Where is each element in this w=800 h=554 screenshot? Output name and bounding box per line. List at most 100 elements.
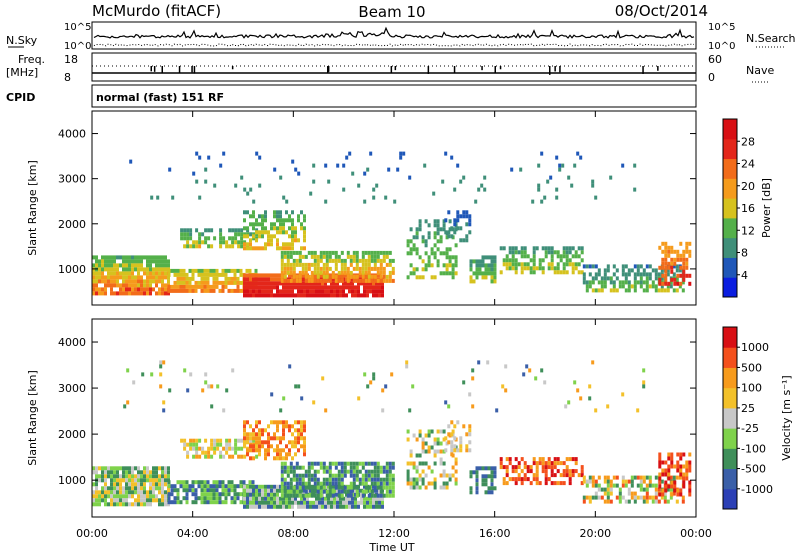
heatmap-cell [303, 428, 306, 433]
heatmap-cell [276, 500, 279, 505]
heatmap-cell [294, 444, 297, 449]
heatmap-cell [307, 493, 311, 498]
heatmap-cell [567, 175, 571, 180]
heatmap-cell [355, 469, 359, 474]
heatmap-cell [149, 474, 152, 479]
heatmap-cell [286, 473, 290, 478]
heatmap-cell [137, 279, 140, 284]
heatmap-cell [529, 270, 533, 275]
heatmap-cell [155, 255, 158, 260]
heatmap-cell [283, 270, 287, 275]
heatmap-cell [594, 408, 598, 413]
heatmap-cell [195, 454, 199, 459]
heatmap-cell [369, 488, 372, 493]
heatmap-cell [421, 445, 425, 450]
heatmap-cell [505, 469, 509, 474]
heatmap-cell [122, 494, 125, 499]
heatmap-cell [424, 461, 428, 466]
heatmap-cell [194, 284, 198, 289]
heatmap-cell [295, 250, 299, 255]
heatmap-cell [688, 249, 692, 254]
heatmap-cell [137, 478, 140, 483]
heatmap-cell [258, 436, 261, 441]
heatmap-cell [439, 227, 443, 232]
heatmap-cell [373, 473, 377, 478]
heatmap-cell [161, 490, 164, 495]
heatmap-cell [236, 492, 240, 497]
heatmap-cell [285, 285, 288, 290]
heatmap-cell [304, 266, 308, 271]
heatmap-cell [291, 444, 294, 449]
heatmap-cell [161, 478, 164, 483]
heatmap-cell [495, 408, 499, 413]
heatmap-cell [358, 481, 362, 486]
heatmap-cell [544, 481, 548, 486]
heatmap-cell [502, 477, 506, 482]
heatmap-cell [682, 484, 686, 489]
heatmap-cell [176, 288, 180, 293]
heatmap-cell [289, 254, 293, 259]
heatmap-cell [390, 372, 394, 377]
heatmap-cell [342, 293, 345, 298]
heatmap-cell [436, 441, 440, 446]
heatmap-cell [660, 288, 664, 293]
heatmap-cell [186, 232, 190, 237]
heatmap-cell [125, 271, 128, 276]
heatmap-cell [279, 504, 282, 509]
heatmap-cell [282, 246, 285, 251]
heatmap-cell [454, 477, 458, 482]
heatmap-cell [149, 470, 152, 475]
heatmap-cell [571, 270, 575, 275]
heatmap-cell [666, 272, 670, 277]
heatmap-cell [123, 404, 127, 409]
heatmap-cell [255, 496, 258, 501]
heatmap-cell [286, 258, 290, 263]
heatmap-cell [328, 477, 332, 482]
heatmap-cell [137, 494, 140, 499]
heatmap-cell [685, 241, 689, 246]
heatmap-cell [224, 484, 228, 489]
heatmap-cell [415, 465, 419, 470]
heatmap-cell [349, 254, 353, 259]
heatmap-cell [231, 368, 235, 373]
heatmap-cell [412, 247, 416, 252]
heatmap-cell [224, 276, 228, 281]
heatmap-cell [143, 486, 146, 491]
heatmap-cell [571, 246, 575, 251]
heatmap-cell [421, 461, 425, 466]
heatmap-cell [286, 266, 290, 271]
heatmap-cell [450, 452, 454, 457]
heatmap-cell [159, 384, 163, 389]
heatmap-cell [152, 482, 155, 487]
heatmap-cell [331, 461, 335, 466]
heatmap-cell [104, 259, 107, 264]
heatmap-cell [252, 428, 255, 433]
heatmap-cell [307, 465, 311, 470]
heatmap-cell [382, 469, 386, 474]
heatmap-cell [107, 283, 110, 288]
heatmap-cell [280, 254, 284, 259]
heatmap-cell [673, 249, 677, 254]
heatmap-cell [137, 466, 140, 471]
heatmap-cell [454, 469, 458, 474]
heatmap-cell [198, 438, 202, 443]
heatmap-cell [351, 285, 354, 290]
heatmap-cell [258, 214, 261, 219]
heatmap-cell [499, 246, 503, 251]
heatmap-cell [289, 485, 293, 490]
heatmap-cell [645, 499, 649, 504]
heatmap-cell [92, 287, 95, 292]
heatmap-cell [248, 480, 252, 485]
heatmap-cell [261, 222, 264, 227]
heatmap-cell [167, 486, 170, 491]
heatmap-cell [661, 472, 665, 477]
heatmap-cell [682, 253, 686, 258]
heatmap-cell [664, 265, 668, 270]
heatmap-cell [352, 465, 356, 470]
heatmap-cell [373, 477, 377, 482]
heatmap-cell [331, 477, 335, 482]
heatmap-cell [298, 262, 302, 267]
heatmap-cell [568, 481, 572, 486]
heatmap-cell [264, 285, 267, 290]
heatmap-cell [246, 191, 250, 196]
